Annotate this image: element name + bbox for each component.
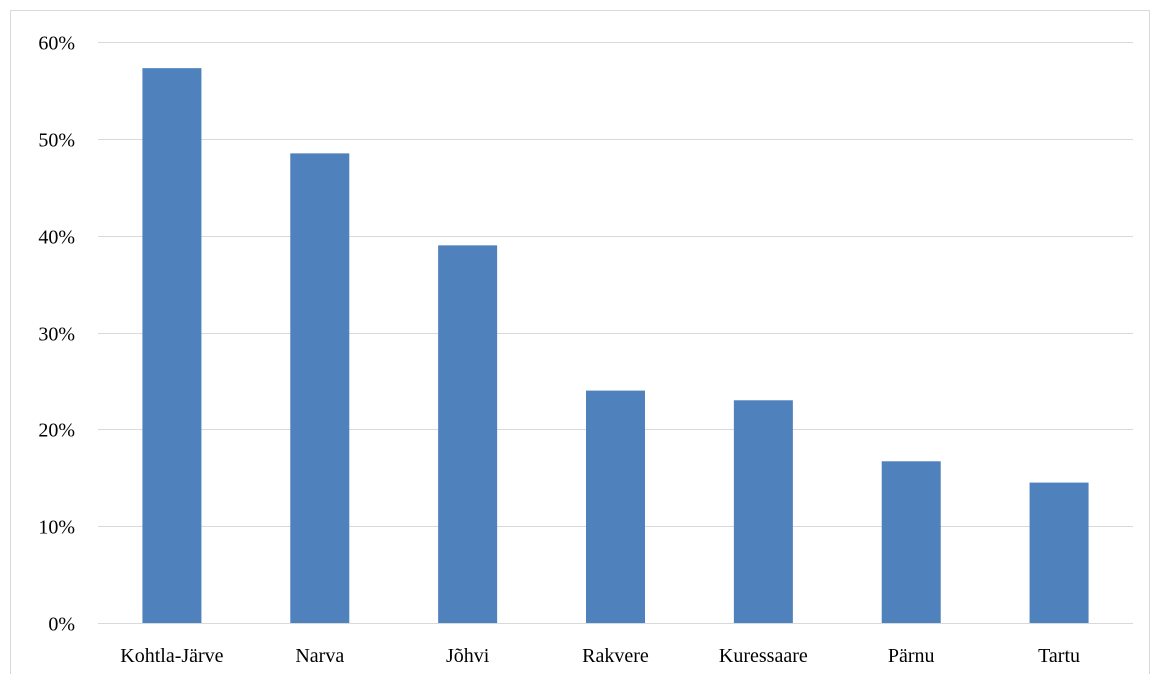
- bar: [290, 153, 350, 623]
- bar: [142, 68, 202, 623]
- y-axis-tick-labels: 0% 10% 20% 30% 40% 50% 60%: [38, 33, 75, 636]
- y-tick-label: 10%: [38, 517, 75, 539]
- x-axis-category-labels: Kohtla-Järve Narva Jõhvi Rakvere Kuressaare P…: [120, 645, 1080, 667]
- x-category-label: Narva: [295, 645, 344, 667]
- x-category-label: Tartu: [1038, 645, 1080, 667]
- x-category-label: Rakvere: [582, 645, 649, 667]
- y-tick-label: 20%: [38, 420, 75, 442]
- bar: [881, 461, 941, 623]
- y-tick-label: 50%: [38, 130, 75, 152]
- x-category-label: Pärnu: [888, 645, 935, 667]
- x-category-label: Kuressaare: [719, 645, 808, 667]
- x-category-label: Jõhvi: [446, 645, 490, 667]
- bar: [586, 390, 645, 623]
- bars: [142, 68, 1089, 623]
- y-tick-label: 0%: [48, 614, 75, 636]
- y-tick-label: 40%: [38, 227, 75, 249]
- y-tick-label: 30%: [38, 324, 75, 346]
- y-tick-label: 60%: [38, 33, 75, 55]
- bar: [438, 245, 498, 623]
- bar: [733, 400, 793, 623]
- x-category-label: Kohtla-Järve: [120, 645, 223, 667]
- bar: [1029, 482, 1089, 623]
